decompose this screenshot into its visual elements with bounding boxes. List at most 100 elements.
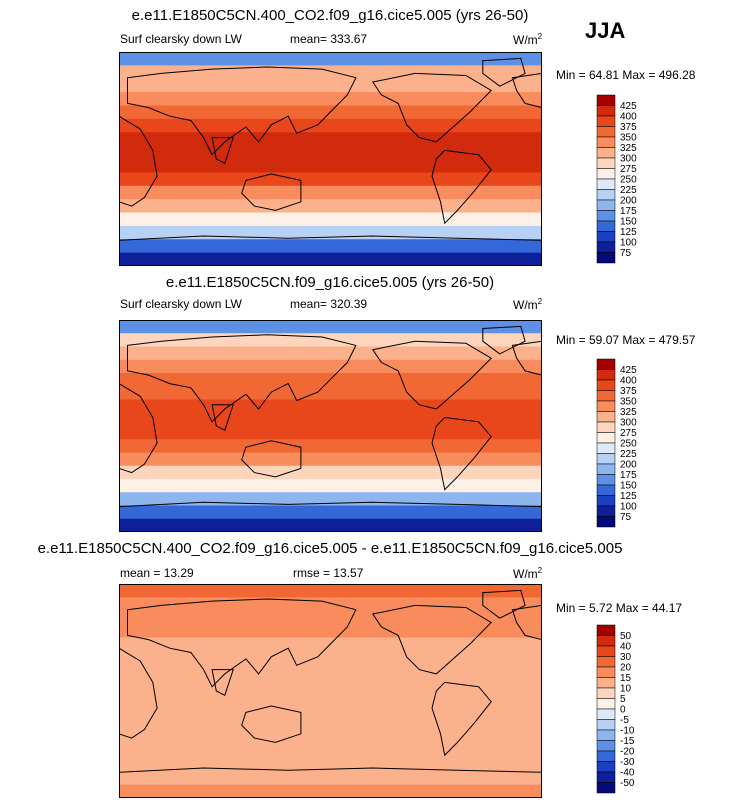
panel-1-colorbar-swatch xyxy=(596,136,616,148)
panel-2-colorbar-label: 250 xyxy=(620,439,637,450)
panel-3-minmax-label: Min = 5.72 Max = 44.17 xyxy=(556,601,683,615)
panel-3-colorbar-swatch xyxy=(596,656,616,668)
panel-3-coastline-n-america xyxy=(371,604,493,675)
panel-2-zonal-band xyxy=(119,465,542,480)
panel-3-colorbar-label: -30 xyxy=(620,757,635,768)
panel-2-zonal-band xyxy=(119,399,542,414)
panel-1-colorbar-swatch xyxy=(596,168,616,180)
panel-1-colorbar-swatch xyxy=(596,252,616,264)
panel-2-colorbar-swatch xyxy=(596,495,616,507)
panel-1-zonal-band xyxy=(119,172,542,187)
panel-1-coastline-greenland xyxy=(482,57,526,87)
panel-3-colorbar-swatch xyxy=(596,719,616,731)
panel-2-coastline-australia xyxy=(241,440,302,478)
panel-1-minmax-label: Min = 64.81 Max = 496.28 xyxy=(556,68,696,82)
panel-1-colorbar-label: 275 xyxy=(620,164,637,175)
panel-3-colorbar-label: 40 xyxy=(620,642,632,653)
panel-1-zonal-band xyxy=(119,145,542,160)
panel-1-colorbar-swatch xyxy=(596,241,616,253)
panel-1-colorbar-swatch xyxy=(596,94,616,106)
panel-1-zonal-band xyxy=(119,159,542,173)
panel-2-colorbar-label: 275 xyxy=(620,428,637,439)
panel-3-colorbar-label: 0 xyxy=(620,705,626,716)
panel-1-coastline-india xyxy=(211,137,234,165)
panel-2-colorbar-swatch xyxy=(596,400,616,412)
panel-2-colorbar-label: 200 xyxy=(620,460,637,471)
panel-2-colorbar-swatch xyxy=(596,379,616,391)
panel-2-colorbar-label: 100 xyxy=(620,502,637,513)
panel-2-zonal-band xyxy=(119,439,542,454)
panel-3-zonal-band xyxy=(119,757,542,772)
panel-3-colorbar-swatch xyxy=(596,708,616,720)
panel-1-mean-label: mean= 333.67 xyxy=(290,32,368,46)
panel-1-colorbar-swatch xyxy=(596,210,616,222)
panel-3-colorbar-swatch xyxy=(596,729,616,741)
panel-3-map-frame xyxy=(119,584,542,798)
panel-1-zonal-band xyxy=(119,185,542,200)
panel-1-coastline-n-america xyxy=(371,72,493,143)
panel-2-coastline-greenland xyxy=(482,325,526,355)
panel-2-colorbar-swatch xyxy=(596,442,616,454)
panel-3-zonal-band xyxy=(119,597,542,612)
panel-3-zonal-band xyxy=(119,691,542,705)
panel-3-coastline-greenland xyxy=(482,589,526,619)
panel-3-zonal-band xyxy=(119,731,542,746)
panel-2-colorbar-swatch xyxy=(596,432,616,444)
panel-2-zonal-band xyxy=(119,518,542,532)
panel-2-coastline-eurasia xyxy=(127,334,357,423)
panel-3-coastline-s-america xyxy=(431,681,492,757)
panel-3-rmse-label: rmse = 13.57 xyxy=(293,566,364,580)
panel-2-colorbar-swatch xyxy=(596,484,616,496)
panel-3-zonal-band xyxy=(119,771,542,786)
season-label: JJA xyxy=(585,18,626,43)
panel-2-zonal-band xyxy=(119,346,542,361)
panel-3-colorbar-swatch xyxy=(596,782,616,794)
panel-2-colorbar-swatch xyxy=(596,474,616,486)
panel-2-colorbar-label: 400 xyxy=(620,376,637,387)
panel-2-colorbar-label: 325 xyxy=(620,407,637,418)
panel-3-zonal-band xyxy=(119,624,542,639)
panel-1-coastline-eurasia xyxy=(127,66,357,156)
panel-3-colorbar-swatch xyxy=(596,677,616,689)
panel-2-zonal-band xyxy=(119,479,542,493)
panel-3-colorbar-swatch xyxy=(596,761,616,773)
panel-2-minmax-label: Min = 59.07 Max = 479.57 xyxy=(556,333,696,347)
panel-1-colorbar-swatch xyxy=(596,220,616,232)
panel-1-zonal-band xyxy=(119,132,542,147)
panel-1-colorbar-label: 425 xyxy=(620,101,637,112)
panel-2-colorbar-label: 300 xyxy=(620,418,637,429)
panel-3-units: W/m2 xyxy=(513,566,543,581)
panel-3-zonal-band xyxy=(119,744,542,759)
panel-1-zonal-band xyxy=(119,239,542,254)
panel-2-coastline-europe xyxy=(511,340,542,376)
panel-3-colorbar-label: 10 xyxy=(620,684,632,695)
panel-1-colorbar-swatch xyxy=(596,105,616,117)
panel-2-colorbar-swatch xyxy=(596,516,616,528)
panel-1-colorbar-label: 250 xyxy=(620,175,637,186)
panel-3-zonal-band xyxy=(119,704,542,719)
panel-2-colorbar-swatch xyxy=(596,411,616,423)
panel-2-zonal-band xyxy=(119,426,542,440)
panel-3-zonal-band xyxy=(119,610,542,625)
panel-1-colorbar-swatch xyxy=(596,115,616,127)
panel-2-coastline-s-america xyxy=(431,416,492,491)
panel-1-colorbar-label: 150 xyxy=(620,217,637,228)
panel-3-coastline-australia xyxy=(241,705,302,743)
panel-3-colorbar-swatch xyxy=(596,635,616,647)
panel-1-colorbar-label: 75 xyxy=(620,248,632,259)
panel-2-colorbar-label: 425 xyxy=(620,365,637,376)
panel-1-zonal-band xyxy=(119,212,542,227)
panel-1-colorbar-label: 350 xyxy=(620,133,637,144)
panel-1-zonal-band xyxy=(119,92,542,107)
panel-3-colorbar-label: 15 xyxy=(620,673,632,684)
panel-2-zonal-band xyxy=(119,412,542,427)
panel-3-zonal-band xyxy=(119,784,542,798)
panel-3-coastline-europe xyxy=(511,604,542,641)
panel-2-colorbar-label: 375 xyxy=(620,386,637,397)
panel-3-zonal-band xyxy=(119,664,542,679)
panel-1-colorbar-label: 200 xyxy=(620,196,637,207)
panel-3-zonal-band xyxy=(119,677,542,692)
panel-3-colorbar-label: 20 xyxy=(620,663,632,674)
panel-2-colorbar-swatch xyxy=(596,463,616,475)
panel-2-zonal-band xyxy=(119,333,542,348)
